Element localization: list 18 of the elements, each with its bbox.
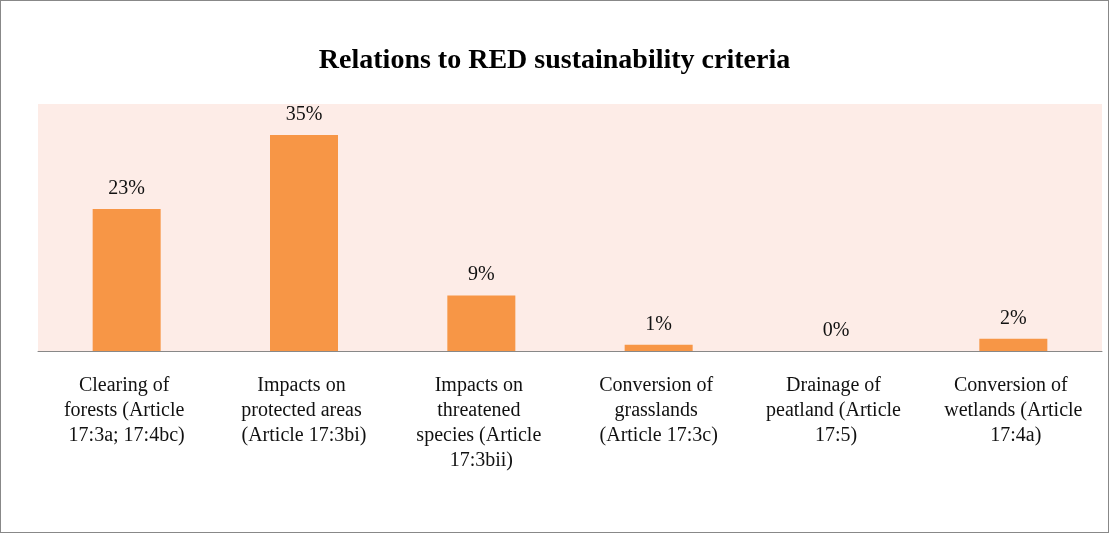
chart-title: Relations to RED sustainability criteria [318,42,791,74]
x-tick-label: Drainage of peatland (Article 17:5) [766,372,906,446]
data-label: 9% [468,262,495,285]
x-tick-label: Conversion of wetlands (Article 17:4a) [944,372,1083,446]
x-tick-label: Impacts on protected areas (Article 17:3bi) [241,372,367,446]
bar [270,134,338,351]
data-label: 35% [285,101,323,124]
bar [979,338,1048,351]
bar [447,295,516,351]
x-tick-label: Impacts on threatened species (Article 17:3bii) [416,372,547,471]
data-label: 1% [645,311,672,334]
data-label: 23% [108,175,145,198]
data-label: 2% [1000,305,1027,328]
bar [624,344,693,351]
bar [92,208,161,351]
x-tick-label: Conversion of grasslands (Article 17:3c) [599,372,719,446]
x-tick-label: Clearing of forests (Article 17:3a; 17:4bc) [63,372,190,446]
data-label: 0% [822,318,850,340]
